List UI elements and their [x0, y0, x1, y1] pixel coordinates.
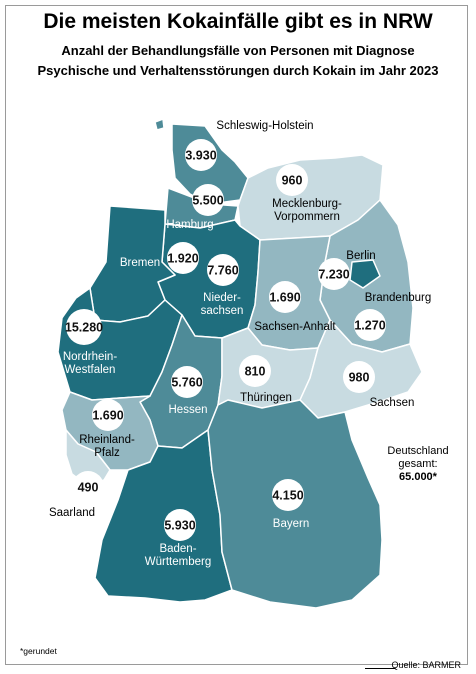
label-rheinland-pfalz-1: Rheinland-	[79, 434, 135, 446]
source-rule	[365, 668, 395, 669]
bubble-sachsen-anhalt: 1.690	[269, 281, 301, 313]
svg-text:1.690: 1.690	[92, 409, 123, 423]
total-value: 65.000*	[399, 471, 437, 483]
bubble-schleswig-holstein: 3.930	[185, 139, 217, 171]
label-baden-wuerttemberg-2: Württemberg	[145, 556, 211, 568]
label-baden-wuerttemberg-1: Baden-	[159, 543, 196, 555]
bubble-hamburg: 5.500	[192, 184, 224, 216]
svg-text:5.930: 5.930	[164, 519, 195, 533]
label-bayern: Bayern	[273, 518, 309, 530]
svg-text:15.280: 15.280	[65, 321, 103, 335]
bubble-saarland: 490	[72, 471, 104, 503]
svg-text:7.760: 7.760	[207, 264, 238, 278]
label-brandenburg: Brandenburg	[365, 292, 432, 304]
svg-text:1.270: 1.270	[354, 319, 385, 333]
label-schleswig-holstein: Schleswig-Holstein	[216, 120, 313, 132]
bubble-nordrhein-westfalen: 15.280	[65, 309, 103, 345]
label-sachsen-anhalt: Sachsen-Anhalt	[254, 321, 336, 333]
bubble-baden-wuerttemberg: 5.930	[164, 509, 196, 541]
label-nordrhein-westfalen-1: Nordrhein-	[63, 351, 117, 363]
label-berlin: Berlin	[346, 250, 375, 262]
label-rheinland-pfalz-2: Pfalz	[94, 447, 120, 459]
svg-text:5.500: 5.500	[192, 194, 223, 208]
label-thueringen: Thüringen	[240, 392, 292, 404]
bubble-niedersachsen: 7.760	[207, 254, 239, 286]
svg-text:1.690: 1.690	[269, 291, 300, 305]
bubble-rheinland-pfalz: 1.690	[92, 399, 124, 431]
footnote: *gerundet	[20, 646, 57, 656]
svg-text:810: 810	[245, 365, 266, 379]
frame-border	[5, 5, 468, 665]
bubble-thueringen: 810	[239, 355, 271, 387]
bubble-berlin: 7.230	[318, 258, 350, 290]
svg-text:490: 490	[78, 481, 99, 495]
total-label: Deutschland gesamt:	[380, 445, 456, 471]
bubble-bremen: 1.920	[167, 242, 199, 274]
svg-text:960: 960	[282, 174, 303, 188]
bubble-bayern: 4.150	[272, 479, 304, 511]
label-nordrhein-westfalen-2: Westfalen	[65, 364, 116, 376]
page-title: Die meisten Kokainfälle gibt es in NRW	[43, 10, 433, 33]
label-saarland: Saarland	[49, 507, 95, 519]
svg-text:5.760: 5.760	[171, 376, 202, 390]
label-sachsen: Sachsen	[370, 397, 415, 409]
svg-text:4.150: 4.150	[272, 489, 303, 503]
svg-text:980: 980	[349, 371, 370, 385]
label-bremen: Bremen	[120, 257, 160, 269]
label-hessen: Hessen	[169, 404, 208, 416]
source-credit: Quelle: BARMER	[391, 660, 461, 670]
label-niedersachsen-1: Nieder-	[203, 292, 241, 304]
region-berlin	[349, 259, 381, 289]
label-mecklenburg-vorpommern-1: Mecklenburg-	[272, 198, 342, 210]
island-fehmarn	[154, 118, 165, 131]
bubble-mecklenburg-vorpommern: 960	[276, 164, 308, 196]
total-label-line-2: gesamt:	[398, 458, 438, 470]
subtitle-line-2: Psychische und Verhaltensstörungen durch…	[37, 63, 439, 78]
svg-text:3.930: 3.930	[185, 149, 216, 163]
bubble-brandenburg: 1.270	[354, 309, 386, 341]
subtitle-line-1: Anzahl der Behandlungsfälle von Personen…	[61, 43, 415, 58]
label-niedersachsen-2: sachsen	[201, 305, 244, 317]
svg-text:7.230: 7.230	[318, 268, 349, 282]
region-saarland	[65, 429, 111, 487]
label-hamburg: Hamburg	[166, 219, 213, 231]
total-label-line-1: Deutschland	[387, 445, 449, 457]
label-mecklenburg-vorpommern-2: Vorpommern	[274, 211, 340, 223]
bubble-sachsen: 980	[343, 361, 375, 393]
bubble-hessen: 5.760	[171, 366, 203, 398]
svg-text:1.920: 1.920	[167, 252, 198, 266]
